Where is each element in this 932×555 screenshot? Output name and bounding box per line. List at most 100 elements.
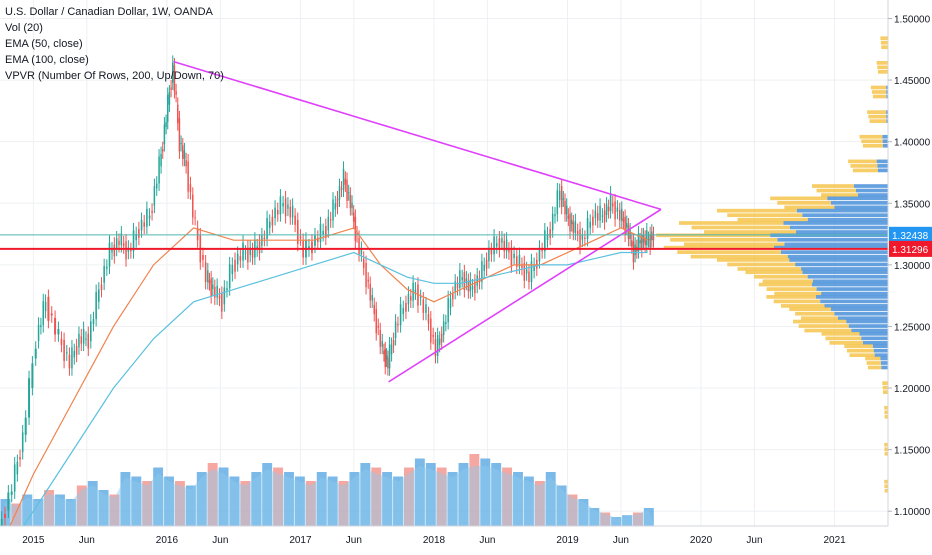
vpvr-down-bar xyxy=(793,319,847,324)
vpvr-up-bar xyxy=(796,208,888,213)
vpvr-up-bar xyxy=(834,205,888,210)
candle-body xyxy=(518,254,521,267)
vpvr-down-bar xyxy=(745,270,803,275)
candle-body xyxy=(16,461,19,475)
candle-body xyxy=(85,338,87,340)
vpvr-up-bar xyxy=(816,287,888,291)
candle-body xyxy=(641,235,643,251)
candle-body xyxy=(560,186,563,207)
candle-body xyxy=(24,417,27,435)
trendline-upper xyxy=(173,60,662,211)
candle-body xyxy=(488,247,490,262)
vpvr-up-bar xyxy=(846,319,888,324)
candle-body xyxy=(644,237,646,246)
vpvr-down-bar xyxy=(880,36,888,41)
hline-price-label-bg xyxy=(889,240,932,257)
candle-body xyxy=(651,231,653,241)
candle-body xyxy=(31,363,34,389)
candle-body xyxy=(212,284,214,289)
vpvr-down-bar xyxy=(861,139,883,144)
vpvr-down-bar xyxy=(804,328,852,333)
candle-body xyxy=(501,238,503,243)
candle-body xyxy=(34,348,37,359)
vpvr-down-bar xyxy=(862,143,883,148)
candle-body xyxy=(95,291,97,320)
vpvr-down-bar xyxy=(798,324,849,328)
candle-body xyxy=(50,313,53,316)
candle-body xyxy=(342,168,345,190)
volume-bar xyxy=(316,472,327,526)
candle-body xyxy=(92,319,95,324)
volume-bar xyxy=(131,476,142,526)
candle-body xyxy=(387,357,389,369)
vpvr-up-bar xyxy=(861,336,888,341)
candle-body xyxy=(287,204,289,209)
candle-body xyxy=(187,161,189,192)
vpvr-down-bar xyxy=(690,254,788,259)
candle-body xyxy=(7,492,10,511)
candle-body xyxy=(165,121,167,127)
candle-body xyxy=(637,233,640,252)
candle-body xyxy=(515,256,518,267)
candle-body xyxy=(419,296,422,299)
vpvr-up-bar xyxy=(777,237,888,242)
candle-body xyxy=(168,92,171,105)
vpvr-up-bar xyxy=(812,282,888,287)
price-axis-bg xyxy=(888,0,932,550)
candle-body xyxy=(13,464,16,492)
volume-bar xyxy=(502,467,513,526)
candle-body xyxy=(54,317,57,335)
volume-bar xyxy=(513,472,523,526)
legend-indicator-volume[interactable]: Vol (20) xyxy=(5,22,43,34)
vpvr-down-bar xyxy=(870,85,887,90)
vpvr-down-bar xyxy=(884,451,888,456)
vpvr-up-bar xyxy=(821,291,888,296)
candle-body xyxy=(365,263,367,288)
candle-body xyxy=(584,237,586,239)
time-axis-bg xyxy=(0,526,888,550)
candle-body xyxy=(569,213,571,232)
volume-bar xyxy=(414,458,425,526)
candle-body xyxy=(218,295,221,299)
candle-body xyxy=(132,230,135,252)
vpvr-up-bar xyxy=(796,230,888,234)
candle-body xyxy=(459,270,461,289)
volume-bar xyxy=(382,472,393,526)
candle-body xyxy=(456,283,459,289)
vpvr-down-bar xyxy=(882,390,888,394)
vpvr-up-bar xyxy=(886,90,888,94)
candle-body xyxy=(125,241,127,260)
candle-body xyxy=(108,242,111,267)
volume-bar xyxy=(164,476,174,526)
vpvr-down-bar xyxy=(677,250,781,254)
volume-bar xyxy=(545,472,556,526)
candle-body xyxy=(185,160,187,167)
candle-body xyxy=(495,243,498,247)
vpvr-down-bar xyxy=(727,262,796,267)
candle-body xyxy=(622,218,625,222)
candle-body xyxy=(113,244,116,257)
hline-price-label: 1.31296 xyxy=(892,245,929,256)
candle-body xyxy=(407,293,410,305)
volume-bar xyxy=(284,472,294,526)
candle-body xyxy=(533,264,535,272)
candle-body xyxy=(567,215,570,219)
vpvr-down-bar xyxy=(684,242,785,247)
candle-body xyxy=(63,339,65,361)
volume-bar xyxy=(294,476,305,526)
volume-bar xyxy=(523,476,534,526)
candle-body xyxy=(562,198,565,200)
legend-indicator-vpvr[interactable]: VPVR (Number Of Rows, 200, Up/Down, 70) xyxy=(5,70,224,82)
legend-indicator-ema50[interactable]: EMA (50, close) xyxy=(5,38,83,50)
candle-body xyxy=(528,271,530,283)
candle-body xyxy=(354,216,357,241)
candle-body xyxy=(175,91,177,95)
chart-legend-title: U.S. Dollar / Canadian Dollar, 1W, OANDA xyxy=(5,6,213,18)
candle-body xyxy=(379,330,381,347)
candle-body xyxy=(244,252,247,254)
ema100-line xyxy=(2,251,648,555)
legend-indicator-ema100[interactable]: EMA (100, close) xyxy=(5,54,89,66)
candle-body xyxy=(631,240,633,247)
